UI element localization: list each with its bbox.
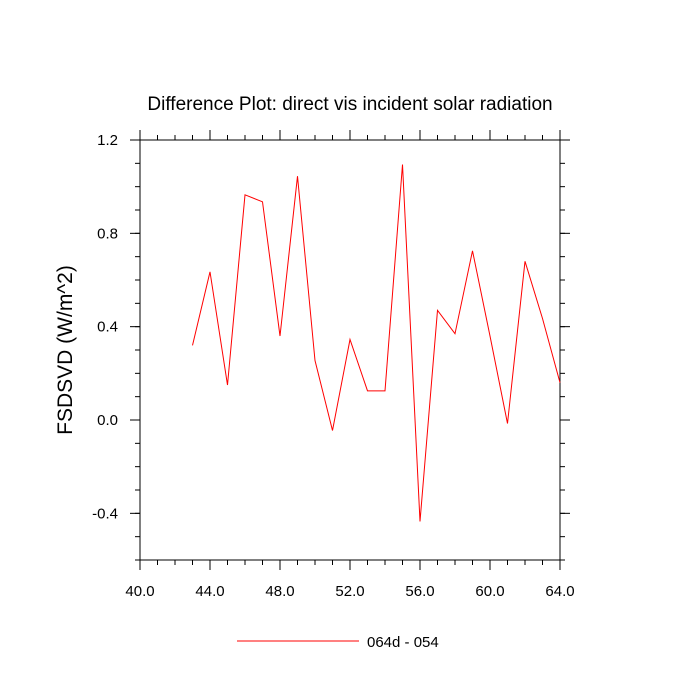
y-axis-label: FSDSVD (W/m^2)	[54, 265, 77, 435]
x-tick-label: 64.0	[545, 583, 574, 600]
plot-frame	[139, 139, 561, 561]
legend-label: 064d - 054	[367, 634, 439, 651]
series-line	[192, 164, 561, 522]
y-tick-label: 1.2	[97, 132, 118, 149]
y-tick-label: 0.8	[97, 225, 118, 242]
x-tick-label: 52.0	[335, 583, 364, 600]
y-tick-label: -0.4	[92, 505, 118, 522]
y-tick-label: 0.0	[97, 412, 118, 429]
plot-area	[192, 164, 561, 522]
y-tick-label: 0.4	[97, 319, 118, 336]
x-tick-label: 44.0	[195, 583, 224, 600]
axes: 40.0 44.0 48.0 52.0 56.0 60.0 64.0 -0.4 0.0 0.4 0.…	[92, 130, 575, 600]
chart-title: Difference Plot: direct vis incident sol…	[147, 94, 552, 115]
legend: 064d - 054	[237, 634, 439, 651]
x-tick-label: 60.0	[475, 583, 504, 600]
x-tick-label: 48.0	[265, 583, 294, 600]
x-tick-label: 40.0	[125, 583, 154, 600]
x-tick-label: 56.0	[405, 583, 434, 600]
